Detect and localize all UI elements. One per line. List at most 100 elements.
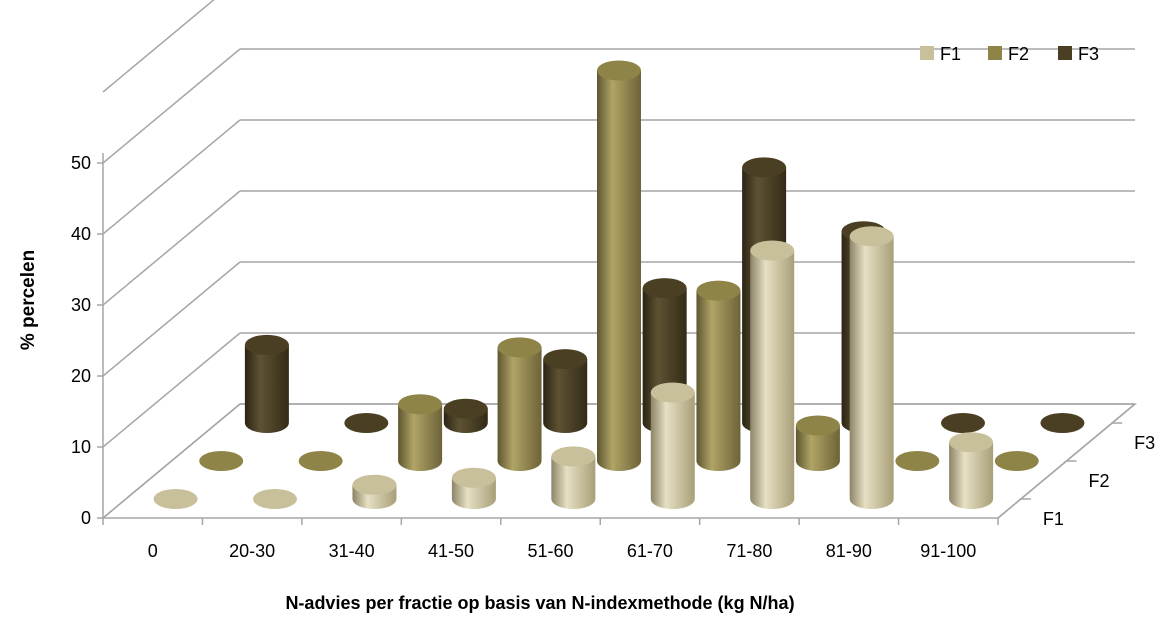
depth-label: F3 [1134, 433, 1155, 453]
x-tick-label: 61-70 [627, 541, 673, 561]
x-tick-label: 41-50 [428, 541, 474, 561]
bar-F2-41-50 [497, 337, 542, 472]
y-tick-label: 0 [81, 508, 91, 528]
gridline-side [102, 190, 241, 306]
bar-body [244, 344, 289, 433]
bar-top [895, 451, 940, 471]
bar-F2-61-70 [696, 280, 741, 472]
x-tick-label: 91-100 [920, 541, 976, 561]
y-tick-label: 30 [71, 295, 91, 315]
x-tick-label: 0 [148, 541, 158, 561]
bar-top [1040, 413, 1085, 433]
bar-body [597, 70, 641, 471]
bar-top [497, 337, 542, 358]
bar-top [795, 415, 840, 436]
bar-F3-81-90 [941, 413, 985, 433]
bar-F3-91-100 [1040, 413, 1085, 433]
depth-label: F2 [1089, 471, 1110, 491]
legend-item-F2: F2 [988, 44, 1029, 64]
bar-F1-31-40 [352, 474, 397, 509]
x-tick-label: 81-90 [826, 541, 872, 561]
bar-top [994, 451, 1039, 471]
bar-F2-91-100 [994, 451, 1039, 471]
bar-top [298, 451, 343, 471]
bar-body [849, 236, 894, 510]
bar-F3-41-50 [543, 349, 588, 433]
bar-F2-31-40 [398, 394, 443, 472]
bar-top [244, 334, 289, 355]
bar-top [253, 489, 297, 509]
legend-label: F2 [1008, 44, 1029, 64]
gridline-side [102, 119, 241, 235]
gridline-side [102, 403, 241, 519]
bar-top [941, 413, 985, 433]
bar-F2-20-30 [298, 451, 343, 471]
bar-body [949, 442, 994, 509]
bar-body [795, 425, 840, 472]
legend-label: F1 [940, 44, 961, 64]
bar-top [443, 398, 488, 419]
depth-label: F1 [1043, 509, 1064, 529]
bar-body [750, 250, 795, 509]
bar-F1-91-100 [949, 432, 994, 509]
bar-top [153, 489, 198, 509]
bar-F1-61-70 [650, 382, 695, 509]
x-tick-label: 31-40 [329, 541, 375, 561]
bar-body [543, 359, 588, 433]
y-tick-label: 20 [71, 366, 91, 386]
gridline-side [102, 0, 215, 93]
bar-F1-41-50 [451, 467, 496, 509]
legend-label: F3 [1078, 44, 1099, 64]
legend-swatch [920, 46, 934, 60]
x-tick-label: 71-80 [726, 541, 772, 561]
bar-top [650, 382, 695, 403]
bar-F3-31-40 [443, 398, 488, 433]
bar-F1-0 [153, 489, 198, 509]
bar-top [451, 467, 496, 488]
bar-F2-0 [199, 451, 244, 471]
bar-top [849, 226, 894, 247]
bar-body [398, 404, 443, 472]
bar-F2-51-60 [597, 60, 641, 471]
y-tick-label: 50 [71, 153, 91, 173]
bar-top [199, 451, 244, 471]
legend-swatch [988, 46, 1002, 60]
bar-top [597, 60, 641, 81]
chart-labels: 0 10 20 30 40 50 0 20-30 31-40 41-50 51-60 61-70 71-… [18, 153, 1155, 613]
bar-body [497, 347, 542, 472]
bar-body [696, 290, 741, 472]
bar-F3-0 [244, 334, 289, 433]
bar-top [750, 240, 795, 261]
bar-F1-20-30 [253, 489, 297, 509]
bar-top [696, 280, 741, 301]
bar-top [949, 432, 994, 453]
y-tick-label: 10 [71, 437, 91, 457]
bar-top [742, 157, 787, 178]
bar-F3-20-30 [344, 413, 389, 433]
gridline-side [102, 261, 241, 377]
y-tick-label: 40 [71, 224, 91, 244]
x-tick-label: 20-30 [229, 541, 275, 561]
bar-body [650, 392, 695, 509]
bar-top [398, 394, 443, 415]
y-axis-label: % percelen [18, 250, 39, 350]
bar-top [551, 446, 596, 467]
chart-bars [153, 60, 1085, 510]
bar-F2-81-90 [895, 451, 940, 471]
legend-swatch [1058, 46, 1072, 60]
bar-F1-51-60 [551, 446, 596, 509]
x-axis-label: N-advies per fractie op basis van N-inde… [285, 593, 794, 613]
bar-F1-71-80 [750, 240, 795, 509]
chart-walls [97, 0, 1138, 525]
bar-F2-71-80 [795, 415, 840, 472]
bar-top [344, 413, 389, 433]
gridline-side [102, 332, 241, 448]
legend-item-F1: F1 [920, 44, 961, 64]
bar-F1-81-90 [849, 226, 894, 510]
bar-top [352, 474, 397, 495]
legend-item-F3: F3 [1058, 44, 1099, 64]
gridline-side [102, 48, 241, 164]
bar-top [642, 278, 687, 299]
bar-top [543, 349, 588, 370]
